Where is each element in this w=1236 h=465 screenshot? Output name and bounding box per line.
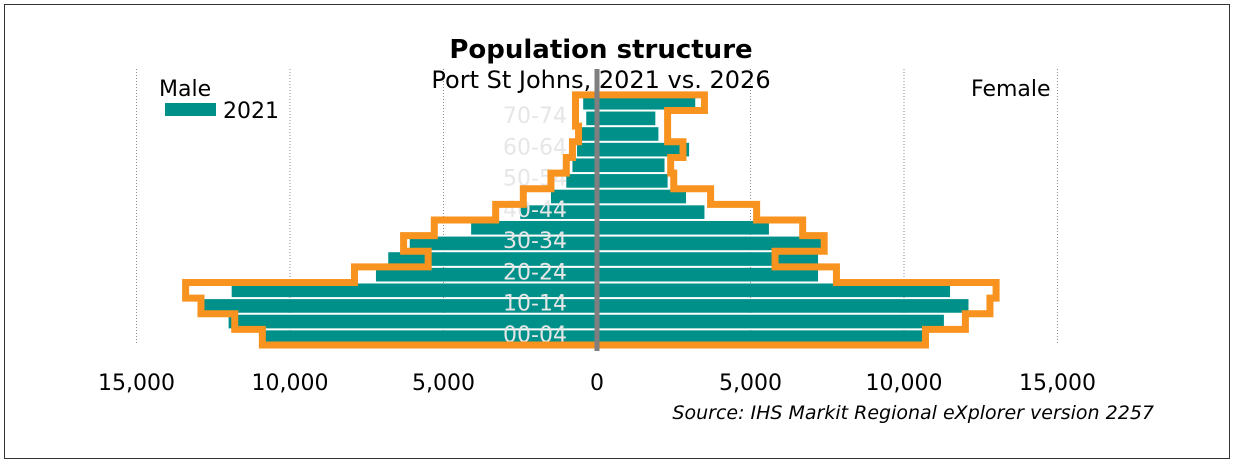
bar-female-10-14 <box>597 299 969 313</box>
bar-male-70-74 <box>586 111 597 126</box>
bar-female-40-44 <box>597 205 705 219</box>
x-tick-label: 15,000 <box>1019 371 1096 396</box>
bar-male-10-14 <box>200 299 597 313</box>
bar-female-55-59 <box>597 158 665 173</box>
age-label-70-74: 70-74 <box>503 104 567 129</box>
bar-female-70-74 <box>597 111 656 126</box>
chart-title: Population structure <box>449 35 752 65</box>
bar-male-15-19 <box>231 283 598 298</box>
source-note: Source: IHS Markit Regional eXplorer ver… <box>672 402 1154 424</box>
bars-2021 <box>200 95 969 344</box>
bar-male-50-54 <box>566 174 597 188</box>
bar-male-05-09 <box>228 314 597 329</box>
x-tick-label: 10,000 <box>252 371 329 396</box>
bar-male-55-59 <box>572 158 597 173</box>
bar-female-50-54 <box>597 174 668 188</box>
legend-swatch-2021 <box>165 103 216 116</box>
legend-label-2021: 2021 <box>223 99 279 124</box>
age-label-10-14: 10-14 <box>503 292 567 317</box>
chart-subtitle: Port St Johns, 2021 vs. 2026 <box>431 66 770 94</box>
x-tick-label: 10,000 <box>866 371 943 396</box>
bar-female-25-29 <box>597 252 819 266</box>
x-tick-labels: 15,000 10,000 5,000 0 5,000 10,000 15,000 <box>98 371 1096 396</box>
bar-male-65-69 <box>581 127 597 141</box>
bar-male-25-29 <box>388 252 597 266</box>
center-axis <box>594 69 600 351</box>
age-label-30-34: 30-34 <box>503 229 567 254</box>
bar-female-75+ <box>597 95 696 110</box>
bar-female-45-49 <box>597 189 687 204</box>
x-tick-label: 5,000 <box>719 371 782 396</box>
bar-female-65-69 <box>597 127 659 141</box>
bar-female-35-39 <box>597 220 769 235</box>
bar-male-60-64 <box>577 142 597 157</box>
bar-male-75+ <box>583 95 597 110</box>
bar-male-30-34 <box>409 236 597 251</box>
bar-male-20-24 <box>375 267 597 282</box>
x-tick-label: 5,000 <box>412 371 475 396</box>
bar-male-45-49 <box>550 189 597 204</box>
bar-female-20-24 <box>597 267 819 282</box>
bar-female-00-04 <box>597 330 926 344</box>
bar-female-05-09 <box>597 314 944 329</box>
x-tick-label: 0 <box>590 371 604 396</box>
bar-male-35-39 <box>471 220 597 235</box>
bar-male-40-44 <box>520 205 597 219</box>
bar-female-30-34 <box>597 236 822 251</box>
population-pyramid-chart: 00-0410-1420-2430-3440-4450-5460-6470-74… <box>98 35 1154 424</box>
bar-male-00-04 <box>259 330 597 344</box>
female-label: Female <box>971 77 1051 102</box>
age-label-60-64: 60-64 <box>503 135 567 160</box>
bar-female-60-64 <box>597 142 690 157</box>
age-label-20-24: 20-24 <box>503 260 567 285</box>
chart-frame: 00-04 10-14 20-24 30-34 40-44 50-54 60-64 70-74… <box>4 4 1230 459</box>
male-label: Male <box>159 77 211 102</box>
bar-female-15-19 <box>597 283 951 298</box>
x-tick-label: 15,000 <box>98 371 175 396</box>
